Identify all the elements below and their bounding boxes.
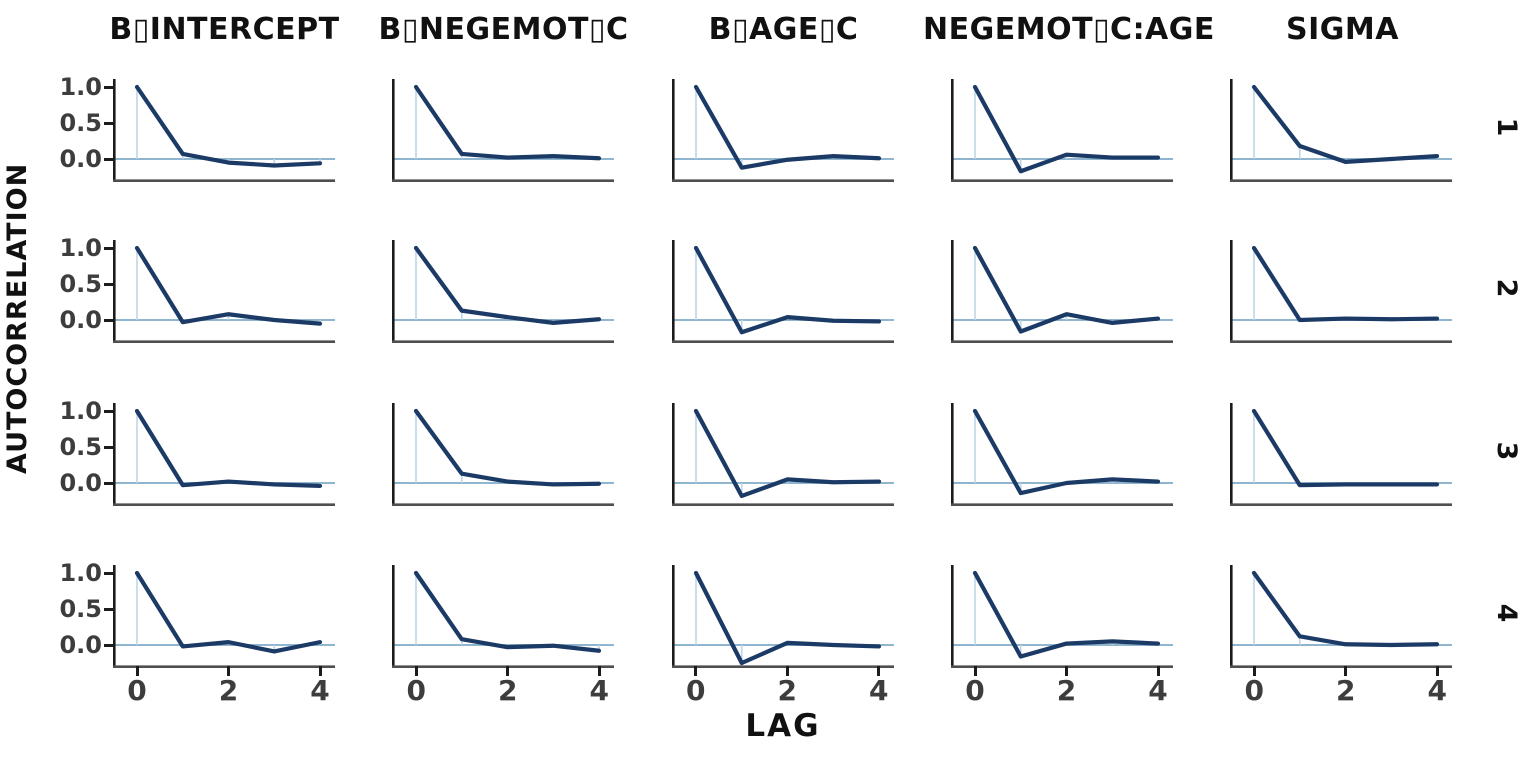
acf-panel-col5-chain1 (1230, 79, 1453, 182)
xtick-label-col5-0: 0 (1244, 674, 1265, 707)
xtick-label-col4-2: 2 (1056, 674, 1077, 707)
ytick-label-row4-0.0: 0.0 (59, 631, 102, 659)
facet-col-title-b-intercept: B▯INTERCEPT (109, 12, 340, 47)
ytick-mark-row4-0.5 (104, 607, 113, 611)
xtick-label-col5-4: 4 (1427, 674, 1448, 707)
acf-panel-col1-chain2 (112, 240, 335, 343)
facet-row-label-chain-3: 3 (1491, 441, 1522, 461)
xtick-label-col3-4: 4 (868, 674, 889, 707)
acf-panel-col3-chain3 (671, 403, 894, 506)
acf-panel-col3-chain2 (671, 240, 894, 343)
xtick-mark-col2-2 (506, 666, 510, 676)
xtick-label-col4-0: 0 (965, 674, 985, 707)
ytick-label-row2-0.0: 0.0 (59, 306, 102, 334)
xtick-mark-col4-4 (1156, 666, 1160, 676)
xtick-mark-col2-0 (414, 666, 418, 676)
facet-col-title-b-negemot-c: B▯NEGEMOT▯C (378, 12, 629, 47)
x-axis-label: LAG (745, 708, 821, 744)
ytick-label-row3-1.0: 1.0 (59, 397, 102, 425)
y-axis-label: AUTOCORRELATION (2, 162, 33, 474)
xtick-label-col5-2: 2 (1336, 674, 1356, 707)
ytick-mark-row4-1.0 (104, 571, 113, 575)
acf-panel-col4-chain1 (950, 79, 1173, 182)
facet-row-label-chain-1: 1 (1491, 117, 1522, 137)
ytick-label-row4-1.0: 1.0 (59, 559, 102, 587)
acf-panel-col2-chain2 (392, 240, 615, 343)
acf-panel-col4-chain3 (950, 403, 1173, 506)
xtick-mark-col3-2 (785, 666, 789, 676)
xtick-label-col1-2: 2 (218, 674, 239, 707)
acf-panel-col5-chain4 (1230, 565, 1453, 668)
facet-row-label-chain-4: 4 (1491, 603, 1522, 623)
ytick-mark-row1-0.0 (104, 157, 113, 161)
acf-panel-col2-chain4 (392, 565, 615, 668)
ytick-label-row3-0.5: 0.5 (59, 433, 102, 461)
acf-panel-col2-chain3 (392, 403, 615, 506)
xtick-label-col4-4: 4 (1148, 674, 1168, 707)
xtick-label-col3-2: 2 (777, 674, 797, 707)
xtick-mark-col1-2 (227, 666, 230, 676)
xtick-mark-col3-4 (877, 666, 881, 676)
acf-panel-col1-chain3 (112, 403, 335, 506)
xtick-label-col1-4: 4 (310, 674, 330, 707)
ytick-label-row2-1.0: 1.0 (59, 234, 102, 262)
xtick-mark-col3-0 (694, 666, 698, 676)
ytick-mark-row2-1.0 (104, 246, 113, 250)
ytick-label-row1-0.5: 0.5 (59, 109, 102, 137)
xtick-label-col2-4: 4 (589, 674, 610, 707)
facet-col-title-b-age-c: B▯AGE▯C (708, 12, 859, 47)
ytick-mark-row1-1.0 (104, 85, 113, 89)
xtick-mark-col1-0 (135, 666, 139, 676)
ytick-mark-row3-0.0 (104, 481, 113, 485)
xtick-label-col2-2: 2 (498, 674, 518, 707)
acf-panel-col5-chain2 (1230, 240, 1453, 343)
xtick-mark-col4-2 (1065, 666, 1068, 676)
xtick-label-col1-0: 0 (127, 674, 147, 707)
acf-panel-col1-chain4 (112, 565, 335, 668)
facet-col-title-negemot-c-age: NEGEMOT▯C:AGE (923, 12, 1215, 47)
ytick-label-row4-0.5: 0.5 (59, 595, 102, 623)
xtick-label-col2-0: 0 (406, 674, 427, 707)
acf-panel-col4-chain4 (950, 565, 1173, 668)
acf-panel-col3-chain1 (671, 79, 894, 182)
facet-row-label-chain-2: 2 (1491, 278, 1522, 298)
ytick-mark-row4-0.0 (104, 643, 113, 647)
ytick-mark-row2-0.5 (104, 282, 113, 286)
ytick-mark-row3-1.0 (104, 409, 113, 413)
acf-panel-col3-chain4 (671, 565, 894, 668)
acf-panel-col4-chain2 (950, 240, 1173, 343)
ytick-label-row1-0.0: 0.0 (59, 145, 102, 173)
ytick-label-row3-0.0: 0.0 (59, 469, 102, 497)
acf-panel-col2-chain1 (392, 79, 615, 182)
ytick-label-row2-0.5: 0.5 (59, 270, 102, 298)
ytick-mark-row1-0.5 (104, 121, 113, 125)
xtick-mark-col5-2 (1344, 666, 1348, 676)
ytick-label-row1-1.0: 1.0 (59, 73, 102, 101)
ytick-mark-row2-0.0 (104, 318, 113, 322)
xtick-mark-col4-0 (973, 666, 977, 676)
ytick-mark-row3-0.5 (104, 445, 113, 449)
xtick-mark-col2-4 (597, 666, 601, 676)
acf-panel-col5-chain3 (1230, 403, 1453, 506)
xtick-mark-col1-4 (318, 666, 322, 676)
facet-col-title-sigma: SIGMA (1286, 12, 1399, 47)
xtick-label-col3-0: 0 (685, 674, 706, 707)
acf-panel-col1-chain1 (112, 79, 335, 182)
xtick-mark-col5-0 (1252, 666, 1256, 676)
xtick-mark-col5-4 (1435, 666, 1439, 676)
